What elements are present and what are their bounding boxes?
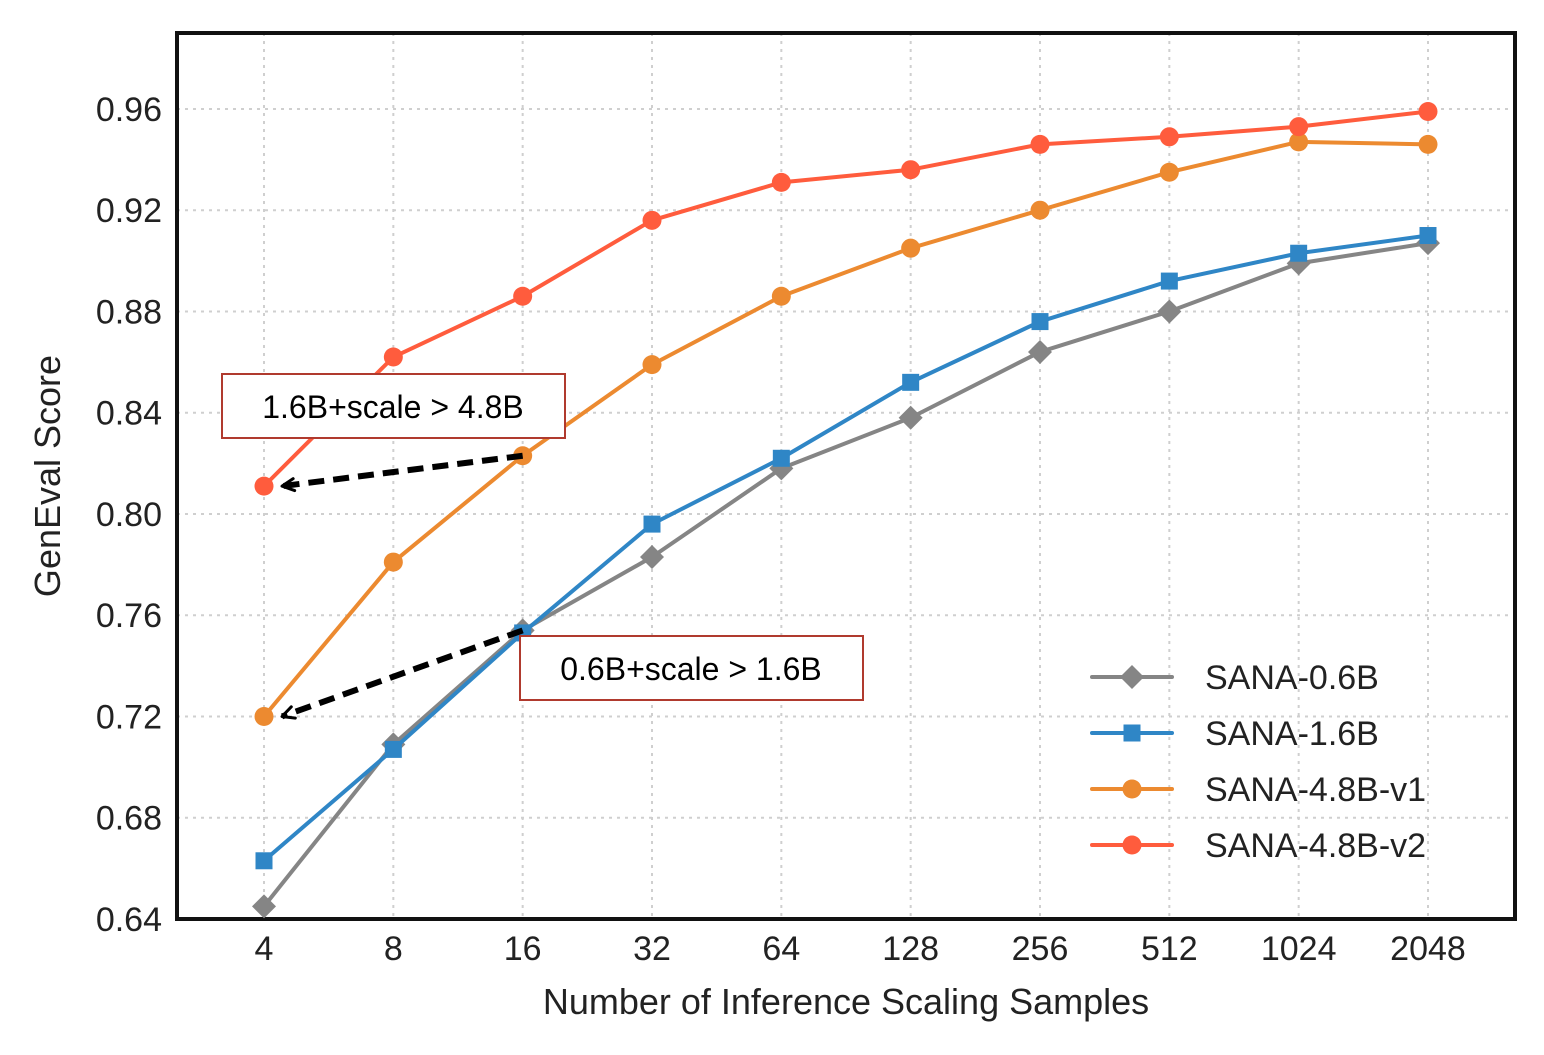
data-point-sana-0-6b-128 xyxy=(898,405,923,430)
data-point-sana-0-6b-512 xyxy=(1157,299,1182,324)
data-point-sana-4-8b-v2-4 xyxy=(254,476,274,496)
legend-item-sana-1-6b: SANA-1.6B xyxy=(1090,715,1379,753)
annotation-2-text: 0.6B+scale > 1.6B xyxy=(560,651,822,687)
series-line-sana-4-8b-v1 xyxy=(262,139,1430,719)
annotation-arrows xyxy=(280,452,524,720)
data-point-sana-1-6b-128 xyxy=(902,373,920,391)
x-axis-title: Number of Inference Scaling Samples xyxy=(543,981,1149,1022)
y-tick-label: 0.88 xyxy=(96,293,162,331)
annotation-2-arrow xyxy=(280,627,524,720)
data-point-sana-4-8b-v2-8 xyxy=(383,347,403,367)
x-axis-ticks: 4 8 16 32 64 128 256 512 1024 2048 xyxy=(255,930,1466,968)
data-point-sana-1-6b-64 xyxy=(772,449,790,467)
x-tick-label: 32 xyxy=(633,930,671,968)
annotation-1-text: 1.6B+scale > 4.8B xyxy=(262,389,524,425)
y-tick-label: 0.92 xyxy=(96,192,162,230)
legend-label-sana-1-6b: SANA-1.6B xyxy=(1205,715,1379,753)
data-point-sana-4-8b-v2-128 xyxy=(901,160,921,180)
y-tick-label: 0.76 xyxy=(96,597,162,635)
series-sana-4-8b-v1 xyxy=(254,132,1438,726)
data-point-sana-4-8b-v2-512 xyxy=(1159,127,1179,147)
y-tick-label: 0.72 xyxy=(96,698,162,736)
plot-frame xyxy=(175,31,1517,921)
data-point-sana-4-8b-v1-4 xyxy=(254,706,274,726)
x-tick-label: 128 xyxy=(882,930,939,968)
y-axis-ticks: 0.64 0.68 0.72 0.76 0.80 0.84 0.88 0.92 0.96 xyxy=(96,91,162,939)
x-tick-label: 1024 xyxy=(1261,930,1337,968)
data-point-sana-4-8b-v2-256 xyxy=(1030,134,1050,154)
y-tick-label: 0.68 xyxy=(96,800,162,838)
annotation-1-arrow xyxy=(280,452,524,493)
annotation-2-box xyxy=(519,635,864,701)
data-point-sana-1-6b-4 xyxy=(255,852,273,870)
x-tick-label: 16 xyxy=(504,930,542,968)
grid xyxy=(177,33,1515,920)
data-point-sana-4-8b-v1-128 xyxy=(901,238,921,258)
data-point-sana-4-8b-v1-256 xyxy=(1030,200,1050,220)
data-point-sana-4-8b-v1-64 xyxy=(771,286,791,306)
series-line-sana-4-8b-v2 xyxy=(262,109,1430,489)
legend-marker-sana-4-8b-v1 xyxy=(1122,779,1142,799)
y-tick-label: 0.64 xyxy=(96,901,162,939)
annotation-1-box xyxy=(221,373,566,439)
data-point-sana-0-6b-32 xyxy=(640,545,664,570)
x-tick-label: 4 xyxy=(255,930,274,968)
data-point-sana-4-8b-v2-64 xyxy=(771,172,791,192)
data-point-sana-1-6b-2048 xyxy=(1419,227,1437,245)
data-point-sana-4-8b-v1-8 xyxy=(383,552,403,572)
data-point-sana-1-6b-8 xyxy=(384,740,402,758)
y-tick-label: 0.80 xyxy=(96,496,162,534)
data-point-sana-0-6b-256 xyxy=(1028,339,1052,364)
y-axis-title: GenEval Score xyxy=(27,355,68,597)
series xyxy=(252,101,1440,919)
annotations: 1.6B+scale > 4.8B 0.6B+scale > 1.6B xyxy=(221,373,864,701)
legend-label-sana-0-6b: SANA-0.6B xyxy=(1205,659,1379,697)
data-point-sana-4-8b-v1-32 xyxy=(642,355,662,375)
data-point-sana-1-6b-256 xyxy=(1031,313,1049,331)
y-tick-label: 0.84 xyxy=(96,395,162,433)
legend-marker-sana-4-8b-v2 xyxy=(1122,835,1142,855)
legend-label-sana-4-8b-v2: SANA-4.8B-v2 xyxy=(1205,827,1426,865)
legend-item-sana-0-6b: SANA-0.6B xyxy=(1090,659,1379,697)
data-point-sana-4-8b-v2-16 xyxy=(513,286,533,306)
data-point-sana-1-6b-32 xyxy=(643,515,661,533)
legend-marker-sana-0-6b xyxy=(1120,665,1144,689)
series-line-sana-1-6b xyxy=(262,233,1430,863)
annotation-1: 1.6B+scale > 4.8B xyxy=(221,373,566,439)
legend-marker-sana-1-6b xyxy=(1123,724,1141,742)
x-tick-label: 512 xyxy=(1141,930,1198,968)
data-point-sana-4-8b-v1-1024 xyxy=(1289,132,1309,152)
data-point-sana-4-8b-v2-32 xyxy=(642,210,662,230)
x-tick-label: 2048 xyxy=(1390,930,1466,968)
data-point-sana-4-8b-v1-2048 xyxy=(1418,134,1438,154)
legend-item-sana-4-8b-v1: SANA-4.8B-v1 xyxy=(1090,771,1426,809)
data-point-sana-4-8b-v2-1024 xyxy=(1289,117,1309,137)
x-tick-label: 8 xyxy=(384,930,403,968)
legend-label-sana-4-8b-v1: SANA-4.8B-v1 xyxy=(1205,771,1426,809)
data-point-sana-4-8b-v2-2048 xyxy=(1418,101,1438,121)
data-point-sana-4-8b-v1-512 xyxy=(1159,162,1179,182)
data-point-sana-0-6b-1024 xyxy=(1286,251,1311,276)
series-sana-4-8b-v2 xyxy=(254,101,1438,496)
legend-item-sana-4-8b-v2: SANA-4.8B-v2 xyxy=(1090,827,1426,865)
data-point-sana-1-6b-1024 xyxy=(1290,244,1308,262)
data-point-sana-0-6b-4 xyxy=(252,894,276,919)
legend: SANA-0.6B SANA-1.6B SANA-4.8B-v1 SANA-4.8B-… xyxy=(1090,659,1426,865)
series-line-sana-0-6b xyxy=(262,241,1430,909)
y-tick-label: 0.96 xyxy=(96,91,162,129)
data-point-sana-1-6b-512 xyxy=(1160,272,1178,290)
annotation-2: 0.6B+scale > 1.6B xyxy=(519,635,864,701)
x-tick-label: 64 xyxy=(762,930,800,968)
x-tick-label: 256 xyxy=(1012,930,1069,968)
